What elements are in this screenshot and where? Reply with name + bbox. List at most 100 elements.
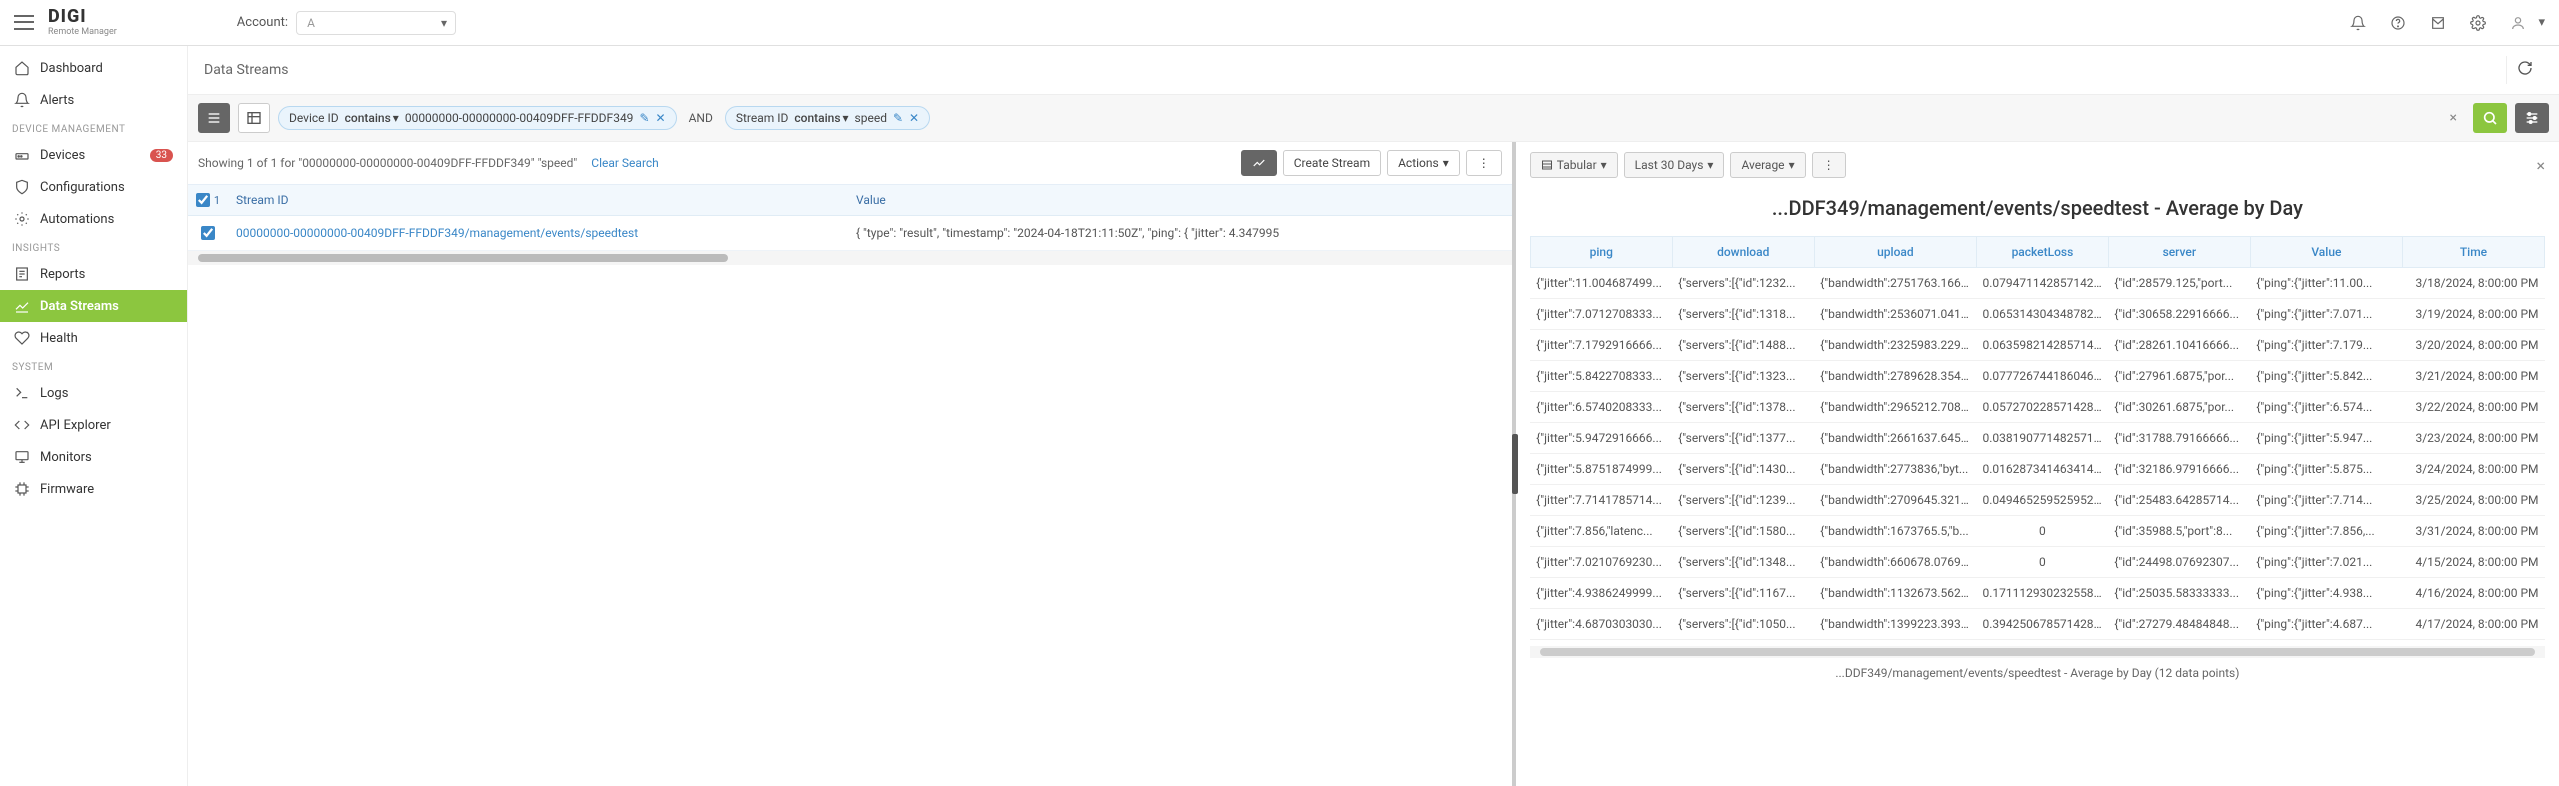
table-cell: 3/24/2024, 8:00:00 PM	[2402, 454, 2544, 485]
table-row[interactable]: {"jitter":7.0712708333...{"servers":[{"i…	[1530, 299, 2544, 330]
table-row[interactable]: {"jitter":6.5740208333...{"servers":[{"i…	[1530, 392, 2544, 423]
select-all-checkbox[interactable]	[196, 193, 210, 207]
edit-icon[interactable]: ✎	[893, 111, 903, 125]
table-row[interactable]: {"jitter":4.9386249999...{"servers":[{"i…	[1530, 578, 2544, 609]
column-value[interactable]: Value	[2250, 237, 2402, 268]
actions-button[interactable]: Actions ▾	[1387, 150, 1460, 176]
split-handle[interactable]	[1512, 434, 1518, 494]
table-row[interactable]: {"jitter":7.856,"latenc...{"servers":[{"…	[1530, 516, 2544, 547]
row-checkbox[interactable]	[201, 226, 215, 240]
filter-options-button[interactable]	[2515, 103, 2549, 133]
table-cell: 4/16/2024, 8:00:00 PM	[2402, 578, 2544, 609]
table-row[interactable]: {"jitter":5.8422708333...{"servers":[{"i…	[1530, 361, 2544, 392]
grid-view-button[interactable]	[238, 103, 270, 133]
remove-icon[interactable]: ✕	[656, 111, 666, 125]
column-download[interactable]: download	[1672, 237, 1814, 268]
table-cell: {"servers":[{"id":1232...	[1672, 268, 1814, 299]
table-row[interactable]: {"jitter":4.6870303030...{"servers":[{"i…	[1530, 609, 2544, 640]
sidebar-item-label: Automations	[40, 212, 114, 227]
table-cell: {"ping":{"jitter":7.714...	[2250, 485, 2402, 516]
refresh-button[interactable]	[2506, 56, 2543, 84]
user-menu[interactable]: ▾	[2510, 15, 2545, 31]
table-cell: {"id":24498.07692307...	[2108, 547, 2250, 578]
table-cell: {"ping":{"jitter":7.856,...	[2250, 516, 2402, 547]
sidebar-item-api-explorer[interactable]: API Explorer	[0, 409, 187, 441]
settings-icon[interactable]	[2470, 15, 2486, 31]
close-panel-button[interactable]: ×	[2536, 156, 2545, 175]
menu-toggle[interactable]	[14, 13, 34, 33]
sidebar-item-automations[interactable]: Automations	[0, 203, 187, 235]
sidebar-item-reports[interactable]: Reports	[0, 258, 187, 290]
mail-icon[interactable]	[2430, 15, 2446, 31]
column-packetloss[interactable]: packetLoss	[1976, 237, 2108, 268]
help-icon[interactable]	[2390, 15, 2406, 31]
table-cell: {"servers":[{"id":1488...	[1672, 330, 1814, 361]
chip-label: Stream ID	[736, 111, 789, 125]
table-cell: {"servers":[{"id":1430...	[1672, 454, 1814, 485]
table-row[interactable]: {"jitter":5.9472916666...{"servers":[{"i…	[1530, 423, 2544, 454]
sidebar-item-data-streams[interactable]: Data Streams	[0, 290, 187, 322]
table-cell: {"bandwidth":2789628.3541...	[1814, 361, 1976, 392]
more-button[interactable]: ⋮	[1466, 150, 1502, 176]
column-stream-id[interactable]: Stream ID	[228, 185, 848, 215]
chip-operator[interactable]: contains ▾	[794, 111, 848, 125]
sidebar-item-configurations[interactable]: Configurations	[0, 171, 187, 203]
more-button[interactable]: ⋮	[1812, 152, 1846, 178]
column-upload[interactable]: upload	[1814, 237, 1976, 268]
table-row[interactable]: {"jitter":7.0210769230...{"servers":[{"i…	[1530, 547, 2544, 578]
table-cell: 3/23/2024, 8:00:00 PM	[2402, 423, 2544, 454]
clear-filters-button[interactable]: ×	[2442, 110, 2465, 126]
horizontal-scrollbar[interactable]	[1530, 646, 2545, 658]
table-cell: {"id":27279.48484848...	[2108, 609, 2250, 640]
table-cell: 0.01628734146341463 3	[1976, 454, 2108, 485]
column-server[interactable]: server	[2108, 237, 2250, 268]
table-cell: {"jitter":7.856,"latenc...	[1530, 516, 1672, 547]
tabular-button[interactable]: Tabular ▾	[1530, 152, 1618, 178]
sidebar-item-alerts[interactable]: Alerts	[0, 84, 187, 116]
stream-row[interactable]: 00000000-00000000-00409DFF-FFDDF349/mana…	[188, 216, 1512, 251]
list-view-button[interactable]	[198, 103, 230, 133]
edit-icon[interactable]: ✎	[639, 111, 649, 125]
aggregation-button[interactable]: Average ▾	[1730, 152, 1805, 178]
table-row[interactable]: {"jitter":7.1792916666...{"servers":[{"i…	[1530, 330, 2544, 361]
table-cell: {"id":25035.58333333...	[2108, 578, 2250, 609]
table-cell: {"servers":[{"id":1323...	[1672, 361, 1814, 392]
column-value[interactable]: Value	[848, 185, 1512, 215]
sidebar-item-monitors[interactable]: Monitors	[0, 441, 187, 473]
table-row[interactable]: {"jitter":11.004687499...{"servers":[{"i…	[1530, 268, 2544, 299]
filter-chip-device-id[interactable]: Device ID contains ▾ 00000000-00000000-0…	[278, 106, 677, 130]
horizontal-scrollbar[interactable]	[188, 251, 1512, 265]
table-cell: 3/21/2024, 8:00:00 PM	[2402, 361, 2544, 392]
table-cell: {"id":31788.79166666...	[2108, 423, 2250, 454]
sidebar-item-dashboard[interactable]: Dashboard	[0, 52, 187, 84]
selected-count: 1	[214, 194, 220, 207]
sidebar-item-firmware[interactable]: Firmware	[0, 473, 187, 505]
search-button[interactable]	[2473, 103, 2507, 133]
clear-search-link[interactable]: Clear Search	[591, 156, 659, 170]
stream-id-link[interactable]: 00000000-00000000-00409DFF-FFDDF349/mana…	[228, 216, 848, 250]
sidebar-item-logs[interactable]: Logs	[0, 377, 187, 409]
table-cell: {"bandwidth":2661637.6458...	[1814, 423, 1976, 454]
sidebar-item-devices[interactable]: Devices33	[0, 139, 187, 171]
chip-icon	[14, 481, 30, 497]
table-cell: 0.06531430434878261	[1976, 299, 2108, 330]
account-select[interactable]: A	[296, 11, 456, 35]
breadcrumb: Data Streams	[204, 62, 289, 78]
sidebar-item-health[interactable]: Health	[0, 322, 187, 354]
date-range-button[interactable]: Last 30 Days ▾	[1624, 152, 1725, 178]
filter-chip-stream-id[interactable]: Stream ID contains ▾ speed ✎ ✕	[725, 106, 930, 130]
logo-text: DIGI	[48, 8, 117, 26]
column-time[interactable]: Time	[2402, 237, 2544, 268]
table-row[interactable]: {"jitter":7.7141785714...{"servers":[{"i…	[1530, 485, 2544, 516]
user-icon	[2510, 15, 2526, 31]
table-row[interactable]: {"jitter":5.8751874999...{"servers":[{"i…	[1530, 454, 2544, 485]
create-stream-button[interactable]: Create Stream	[1283, 150, 1381, 176]
chip-label: Device ID	[289, 111, 339, 125]
notifications-icon[interactable]	[2350, 15, 2366, 31]
chart-toggle-button[interactable]	[1241, 150, 1277, 176]
chip-operator[interactable]: contains ▾	[345, 111, 399, 125]
column-ping[interactable]: ping	[1530, 237, 1672, 268]
chip-value: speed	[855, 111, 887, 125]
remove-icon[interactable]: ✕	[909, 111, 919, 125]
table-cell: {"bandwidth":2709645.3214...	[1814, 485, 1976, 516]
